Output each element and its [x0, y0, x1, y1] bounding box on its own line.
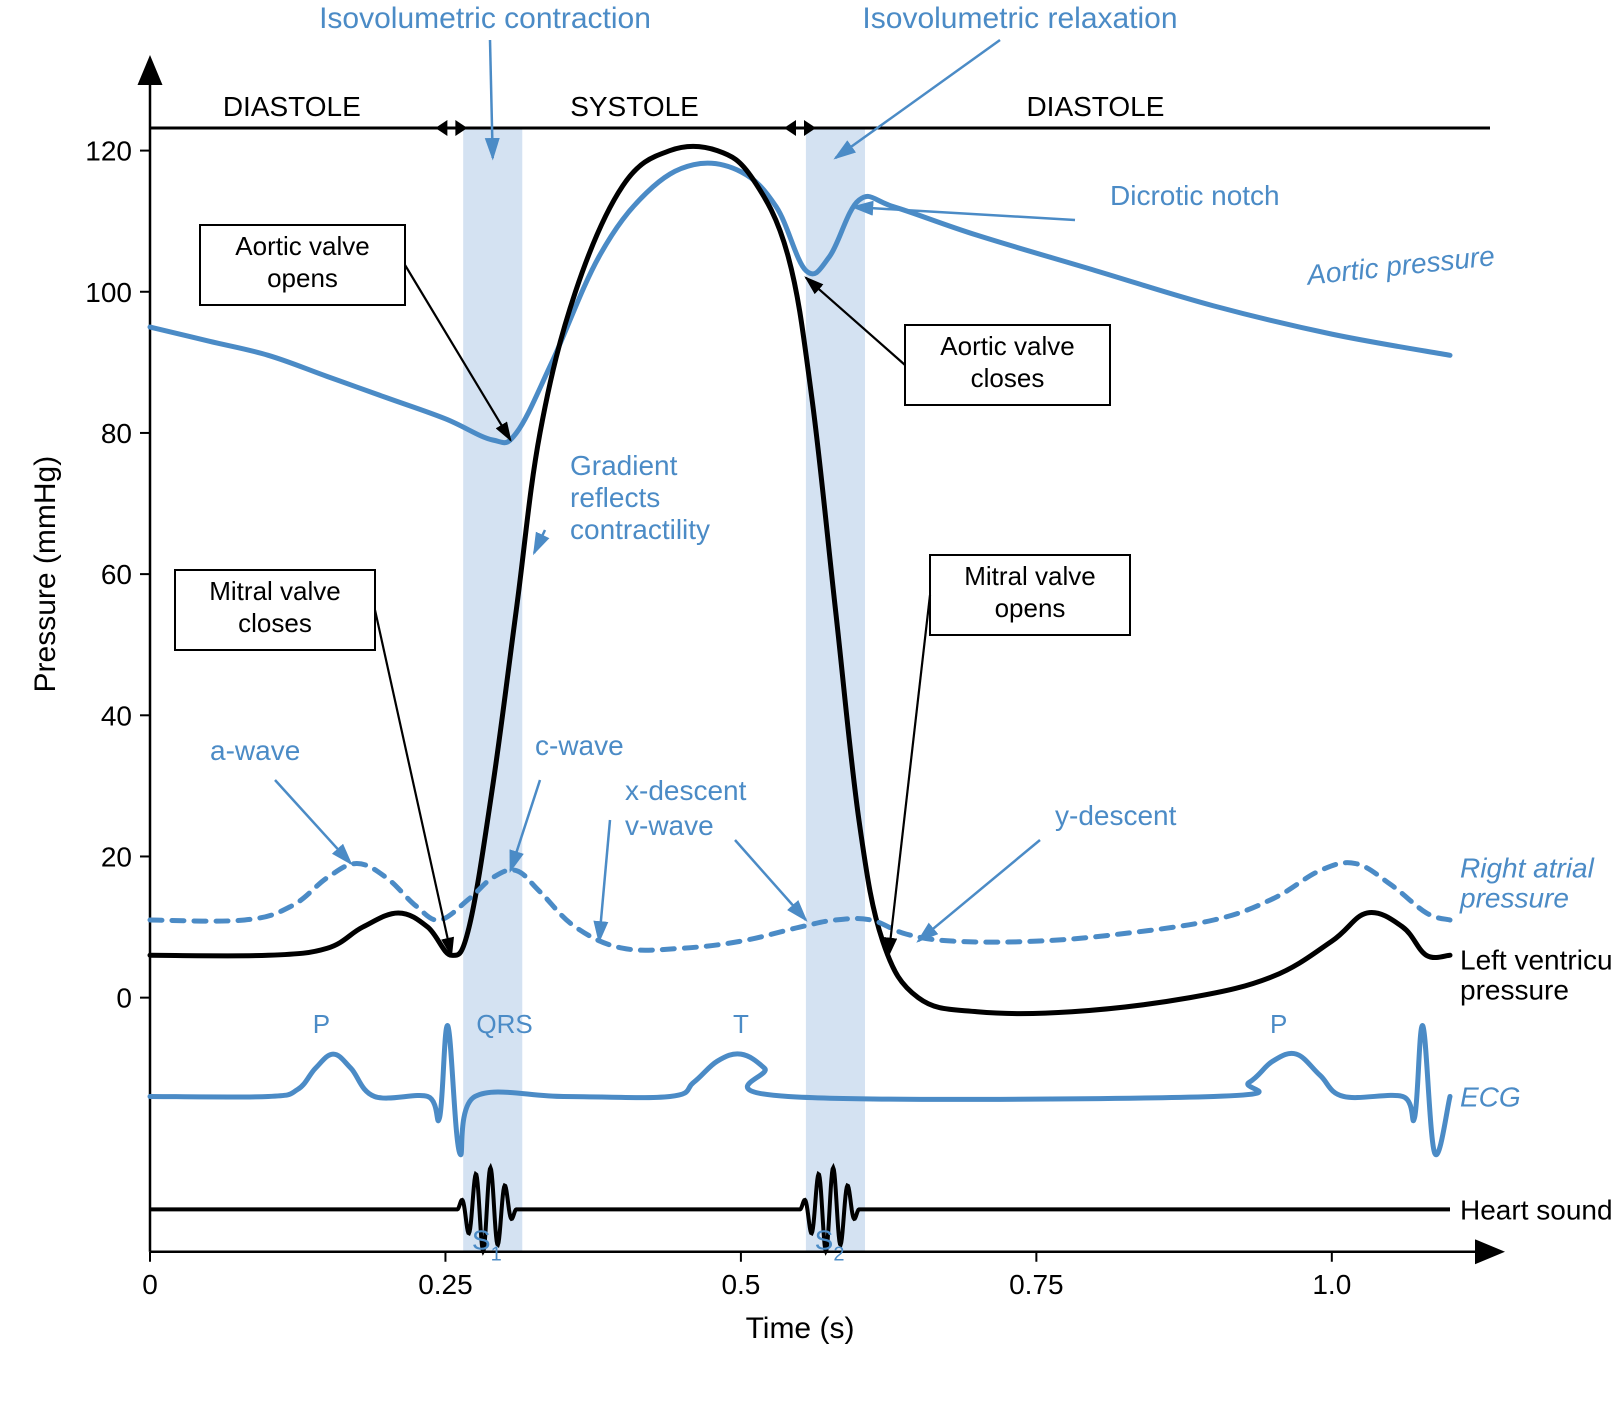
y-tick-label: 20: [101, 841, 132, 872]
mitral-open-arrow: [889, 595, 930, 955]
y-tick-label: 60: [101, 559, 132, 590]
aortic-pressure-label: Aortic pressure: [1304, 240, 1496, 291]
y-tick-label: 100: [85, 277, 132, 308]
ecg-label: ECG: [1460, 1081, 1521, 1112]
ra-pressure-label: pressure: [1459, 883, 1569, 914]
y-tick-label: 40: [101, 700, 132, 731]
x-tick-label: 0: [142, 1269, 158, 1300]
v-wave-arrow: [735, 840, 806, 920]
phase-label: DIASTOLE: [223, 91, 361, 122]
phase-marker: [435, 120, 447, 136]
heart-sounds-curve: [150, 1168, 1450, 1251]
x-tick-label: 1.0: [1312, 1269, 1351, 1300]
mitral-open-label: Mitral valve: [964, 561, 1095, 591]
mitral-close-label: closes: [238, 608, 312, 638]
aortic-open-label: Aortic valve: [235, 231, 369, 261]
aortic-open-label: opens: [267, 263, 338, 293]
x-tick-label: 0.5: [721, 1269, 760, 1300]
mitral-open-label: opens: [995, 593, 1066, 623]
ecg-wave-label: P: [1270, 1009, 1287, 1039]
ra-pressure-label: Right atrial: [1460, 853, 1595, 884]
y-tick-label: 80: [101, 418, 132, 449]
x-tick-label: 0.25: [418, 1269, 473, 1300]
ecg-curve: [150, 1026, 1450, 1155]
top-arrow: [835, 40, 1000, 158]
dicrotic-arrow: [853, 207, 1075, 220]
c-wave-label: c-wave: [535, 730, 624, 761]
v-wave-label: v-wave: [625, 810, 714, 841]
lv-pressure-label: pressure: [1460, 974, 1569, 1005]
x-descent-label: x-descent: [625, 775, 747, 806]
y-tick-label: 120: [85, 136, 132, 167]
ecg-wave-label: QRS: [476, 1009, 532, 1039]
x-tick-label: 0.75: [1009, 1269, 1064, 1300]
mitral-close-label: Mitral valve: [209, 576, 340, 606]
gradient-arrow: [534, 530, 545, 553]
gradient-label: contractility: [570, 514, 710, 545]
dicrotic-label: Dicrotic notch: [1110, 180, 1280, 211]
aortic-close-label: Aortic valve: [940, 331, 1074, 361]
x-descent-arrow: [599, 820, 610, 941]
wiggers-diagram: 0 0.25 0.5 0.75 1.0 Time (s) 0 20 40 60 80 100 120 Pr…: [0, 0, 1613, 1407]
lv-pressure-label: Left ventricular: [1460, 944, 1613, 975]
iso-band-1: [806, 128, 865, 1252]
phase-marker: [784, 120, 796, 136]
ecg-wave-label: P: [313, 1009, 330, 1039]
aortic-close-label: closes: [971, 363, 1045, 393]
iso-band-0: [463, 128, 522, 1252]
y-descent-label: y-descent: [1055, 800, 1177, 831]
ecg-wave-label: T: [733, 1009, 749, 1039]
phase-label: DIASTOLE: [1026, 91, 1164, 122]
x-axis-label: Time (s): [746, 1312, 855, 1345]
a-wave-label: a-wave: [210, 735, 300, 766]
iso-contraction-label: Isovolumetric contraction: [319, 2, 651, 35]
heart-sounds-label: Heart sounds: [1460, 1194, 1613, 1225]
y-descent-arrow: [918, 840, 1040, 941]
phase-label: SYSTOLE: [570, 91, 699, 122]
iso-relaxation-label: Isovolumetric relaxation: [862, 2, 1177, 35]
y-axis-label: Pressure (mmHg): [29, 456, 62, 693]
gradient-label: reflects: [570, 482, 660, 513]
gradient-label: Gradient: [570, 450, 678, 481]
y-tick-label: 0: [116, 983, 132, 1014]
a-wave-arrow: [275, 780, 351, 864]
